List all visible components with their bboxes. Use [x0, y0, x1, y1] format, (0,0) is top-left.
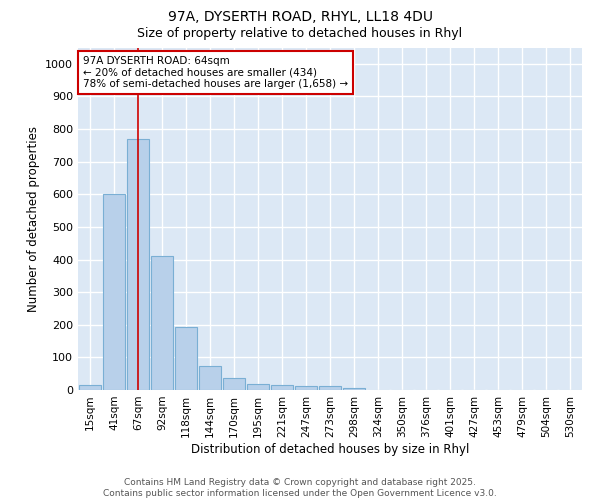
- Bar: [103, 194, 125, 390]
- Text: Size of property relative to detached houses in Rhyl: Size of property relative to detached ho…: [137, 28, 463, 40]
- Y-axis label: Number of detached properties: Number of detached properties: [26, 126, 40, 312]
- Bar: [247, 384, 269, 390]
- Bar: [271, 385, 293, 390]
- Bar: [175, 327, 197, 390]
- Bar: [295, 386, 317, 390]
- Bar: [223, 378, 245, 390]
- Text: 97A DYSERTH ROAD: 64sqm
← 20% of detached houses are smaller (434)
78% of semi-d: 97A DYSERTH ROAD: 64sqm ← 20% of detache…: [83, 56, 348, 90]
- Text: 97A, DYSERTH ROAD, RHYL, LL18 4DU: 97A, DYSERTH ROAD, RHYL, LL18 4DU: [167, 10, 433, 24]
- Bar: [151, 256, 173, 390]
- Bar: [199, 366, 221, 390]
- Bar: [79, 385, 101, 390]
- Bar: [127, 139, 149, 390]
- X-axis label: Distribution of detached houses by size in Rhyl: Distribution of detached houses by size …: [191, 442, 469, 456]
- Bar: [343, 388, 365, 390]
- Text: Contains HM Land Registry data © Crown copyright and database right 2025.
Contai: Contains HM Land Registry data © Crown c…: [103, 478, 497, 498]
- Bar: [319, 386, 341, 390]
